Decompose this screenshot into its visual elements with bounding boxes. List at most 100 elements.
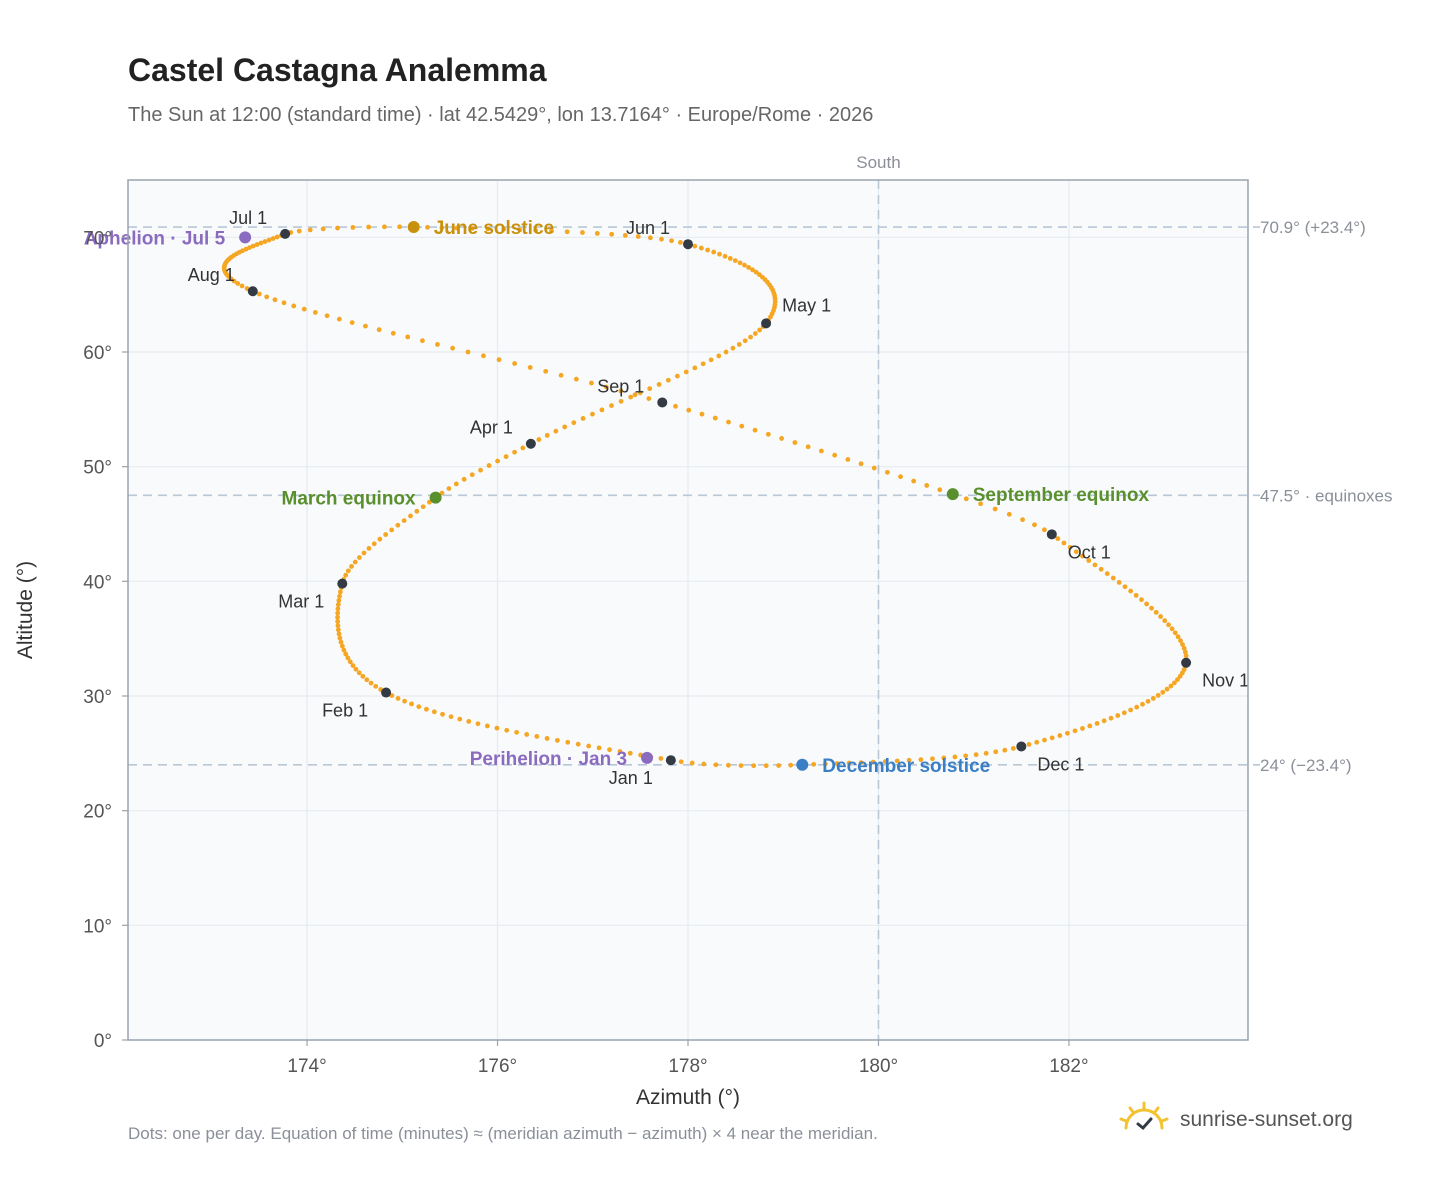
daily-dot — [1108, 715, 1114, 721]
daily-dot — [335, 619, 341, 624]
brand-text: sunrise-sunset.org — [1180, 1107, 1353, 1131]
daily-dot — [699, 411, 705, 417]
daily-dot — [349, 564, 354, 569]
daily-dot — [832, 452, 838, 458]
daily-dot — [571, 420, 577, 426]
daily-dot — [1178, 638, 1183, 644]
daily-dot — [963, 753, 969, 759]
analemma-curve — [221, 224, 1189, 769]
daily-dot — [272, 297, 278, 303]
month-marker-label: Sep 1 — [597, 376, 644, 396]
daily-dot — [360, 673, 366, 679]
daily-dot — [603, 384, 609, 390]
daily-dot — [1002, 747, 1008, 753]
daily-dot — [846, 760, 852, 766]
daily-dot — [1092, 562, 1098, 568]
daily-dot — [993, 749, 999, 755]
daily-dot — [420, 338, 425, 344]
daily-dot — [599, 407, 605, 413]
daily-dot — [894, 758, 900, 764]
daily-dot — [517, 227, 523, 233]
daily-dot — [446, 486, 452, 491]
month-marker-label: Jul 1 — [229, 208, 267, 228]
daily-dot — [659, 236, 664, 242]
brand[interactable]: sunrise-sunset.org — [1118, 1100, 1353, 1139]
daily-dot — [885, 469, 890, 475]
daily-dot — [343, 572, 349, 578]
daily-dot — [454, 225, 460, 231]
daily-dot — [469, 472, 475, 478]
daily-dot — [805, 444, 811, 450]
daily-dot — [1065, 730, 1070, 736]
month-marker — [337, 578, 348, 589]
daily-dot — [1080, 726, 1085, 731]
daily-dot — [465, 349, 471, 355]
daily-dot — [1164, 686, 1170, 692]
daily-dot — [533, 228, 539, 233]
month-marker-label: Oct 1 — [1068, 542, 1111, 562]
y-tick-label: 10° — [83, 916, 112, 937]
daily-dot — [371, 541, 377, 547]
month-marker — [525, 438, 536, 449]
daily-dot — [373, 683, 379, 689]
daily-dot — [617, 749, 623, 754]
daily-dot — [1032, 522, 1037, 528]
daily-dot — [424, 706, 429, 712]
event-label: June solstice — [434, 218, 554, 239]
x-tick-label: 182° — [1049, 1056, 1088, 1077]
daily-dot — [439, 490, 445, 496]
daily-dot — [544, 432, 550, 438]
daily-dot — [646, 396, 652, 402]
daily-dot — [752, 427, 758, 433]
daily-dot — [1140, 701, 1145, 707]
daily-dot — [609, 231, 615, 237]
daily-dot — [1182, 649, 1188, 655]
daily-dot — [573, 376, 579, 382]
daily-dot — [1172, 680, 1177, 686]
month-marker — [1016, 741, 1027, 752]
daily-dot — [918, 757, 924, 763]
daily-dot — [665, 377, 671, 383]
daily-dot — [307, 227, 313, 233]
daily-dot — [401, 518, 407, 523]
daily-dot — [1110, 575, 1116, 581]
daily-dot — [882, 759, 888, 764]
daily-dot — [776, 763, 782, 768]
daily-dot — [757, 327, 762, 333]
daily-dot — [503, 454, 509, 460]
y-tick-label: 50° — [83, 458, 112, 479]
daily-dot — [1080, 553, 1085, 559]
month-marker-label: Jan 1 — [609, 768, 653, 788]
x-tick-label: 178° — [668, 1056, 707, 1077]
daily-dot — [1101, 718, 1107, 724]
daily-dot — [711, 249, 717, 255]
month-marker-label: May 1 — [782, 295, 831, 315]
daily-dot — [1149, 605, 1154, 611]
month-marker — [683, 239, 693, 250]
daily-dot — [906, 757, 912, 763]
daily-dot — [941, 755, 947, 761]
daily-dot — [722, 253, 728, 259]
daily-dot — [335, 627, 341, 633]
daily-dot — [291, 303, 297, 309]
event-label: September equinox — [973, 485, 1150, 506]
daily-dot — [618, 398, 624, 404]
daily-dot — [376, 327, 382, 333]
y-tick-label: 40° — [83, 572, 112, 593]
daily-dot — [753, 269, 759, 275]
daily-dot — [366, 224, 372, 230]
month-markers: Jan 1 Feb 1 Mar 1 Apr 1 May 1 Jun 1 Jul 1 Aug 1… — [188, 208, 1249, 788]
daily-dot — [416, 704, 422, 710]
reference-line-label: 47.5° · equinoxes — [1260, 486, 1393, 505]
daily-dot — [1175, 677, 1180, 683]
month-marker-label: Nov 1 — [1202, 671, 1249, 691]
daily-dot — [618, 388, 624, 394]
daily-dot — [347, 659, 353, 665]
plot-frame — [127, 179, 1249, 1041]
daily-dot — [686, 407, 692, 413]
month-marker-label: Jun 1 — [626, 218, 670, 238]
month-marker — [1046, 529, 1057, 540]
daily-dot — [543, 368, 549, 374]
daily-dot — [937, 487, 943, 493]
